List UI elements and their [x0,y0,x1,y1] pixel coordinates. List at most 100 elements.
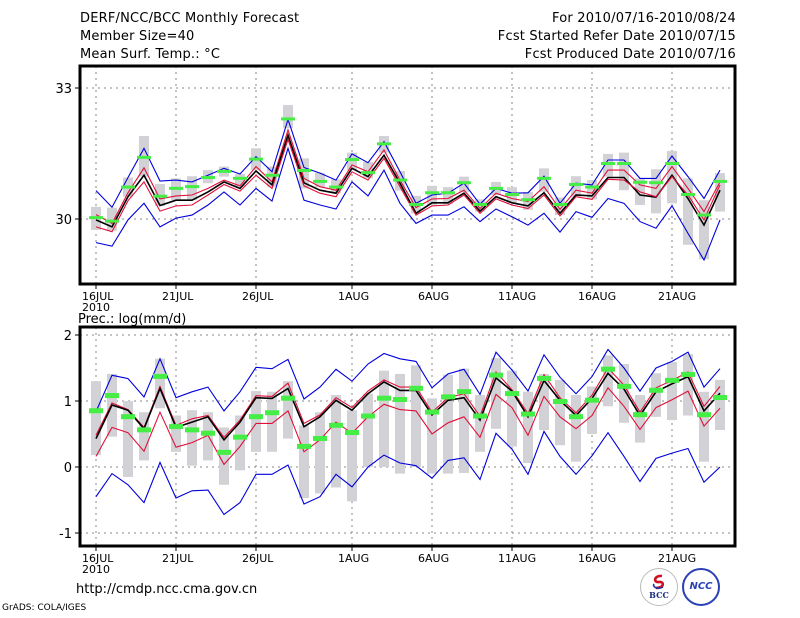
range-bar [283,105,293,129]
range-bar [651,373,661,417]
observed-marker [713,179,727,183]
observed-marker [329,422,343,428]
observed-marker [521,198,535,202]
range-bar [171,415,181,452]
x-tick-label: 21JUL [162,290,194,303]
observed-marker [713,395,727,401]
observed-marker [345,430,359,436]
y-tick-label: 30 [55,213,72,228]
observed-marker [601,366,615,372]
observed-marker [313,435,327,441]
observed-marker [649,181,663,185]
member-size-label: Member Size=40 [80,29,195,44]
observed-marker [489,186,503,190]
chart-title: DERF/NCC/BCC Monthly Forecast [80,11,300,26]
range-bar [395,373,405,474]
x-tick-label: 16JUL [82,290,114,303]
observed-marker [409,385,423,391]
observed-marker [585,185,599,189]
x-tick-label: 11AUG [498,552,536,565]
observed-marker [281,395,295,401]
series-spread-lower [95,137,721,233]
observed-marker [521,411,535,417]
range-bar [91,381,101,456]
observed-marker [537,176,551,180]
forecast-produced-date-label: Fcst Produced Date 2010/07/16 [524,47,736,62]
range-bar [363,161,373,179]
range-bar [219,427,229,485]
range-bar [411,365,421,467]
x-tick-label: 1AUG [338,552,369,565]
range-bar [235,415,245,471]
observed-marker [201,430,215,436]
observed-marker [249,157,263,161]
range-bar [587,386,597,434]
observed-marker [553,399,567,404]
range-bar [651,169,661,214]
observed-marker [281,117,295,121]
observed-marker [233,434,247,440]
x-tick-label: 26JUL [242,290,274,303]
observed-marker [681,371,695,377]
range-bar [683,354,693,416]
observed-marker [169,424,183,430]
observed-marker [569,414,583,420]
observed-marker [633,180,647,184]
observed-marker [617,161,631,165]
range-bar [331,395,341,488]
series-spread-lower [95,386,721,466]
range-bar [699,200,709,260]
forecast-start-date-label: Fcst Started Refer Date 2010/07/15 [497,29,736,44]
range-bar [539,168,549,192]
range-bar [267,391,277,452]
x-tick-label: 21AUG [658,552,696,565]
source-url[interactable]: http://cmdp.ncc.cma.gov.cn [76,582,258,597]
range-bar [443,374,453,474]
observed-marker [601,161,615,165]
observed-marker [473,413,487,419]
range-bar [603,153,613,177]
observed-marker [393,397,407,403]
series-ensemble-min [95,430,721,516]
observed-marker [697,213,711,217]
observed-marker [249,414,263,420]
x-tick-label: 26JUL [242,552,274,565]
range-bar [363,393,373,467]
range-bar [555,197,565,216]
x-tick-label: 16AUG [578,290,616,303]
observed-marker [473,203,487,207]
observed-marker [105,219,119,223]
range-bar [299,158,309,189]
range-bar [667,362,677,421]
observed-marker [633,412,647,418]
observed-marker [697,412,711,418]
range-bar [715,379,725,431]
observed-marker [233,176,247,180]
y-tick-label: 2 [64,329,72,344]
range-bar [459,176,469,192]
range-bar [299,425,309,499]
ncc-logo-text: NCC [689,581,713,592]
range-bar [683,178,693,245]
observed-marker [153,194,167,198]
series-ensemble-max [95,117,721,209]
range-bar [555,379,565,446]
y-tick-label: -1 [59,527,72,542]
observed-marker [569,182,583,186]
bcc-swirl-icon [652,574,665,590]
observed-marker [617,383,631,389]
observed-marker [505,192,519,196]
range-bar [235,174,245,187]
range-bar [379,370,389,467]
ncc-logo: NCC [682,568,720,606]
observed-marker [89,408,103,414]
y-tick-label: 0 [64,461,72,476]
observed-marker [121,185,135,189]
x-tick-year-label: 2010 [82,563,110,576]
observed-marker [361,171,375,175]
observed-marker [169,186,183,190]
range-bar [603,355,613,407]
y-tick-label: 1 [64,395,72,410]
